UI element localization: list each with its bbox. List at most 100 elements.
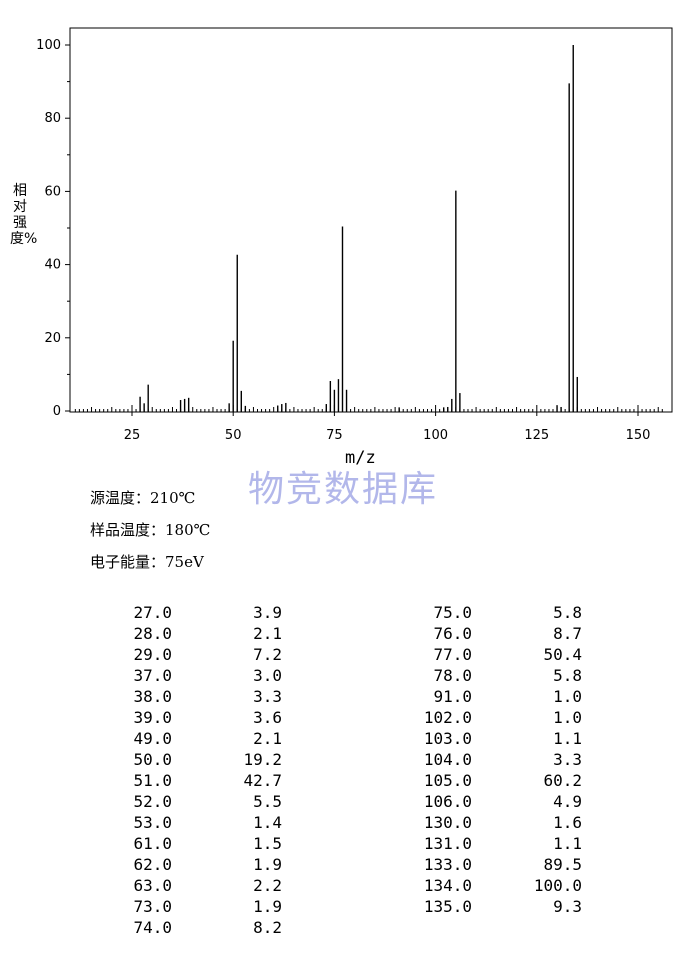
table-row: 38.0 3.3 bbox=[110, 686, 282, 707]
source-temperature: 源温度：210℃ bbox=[90, 489, 196, 507]
table-row: 63.0 2.2 bbox=[110, 875, 282, 896]
intensity-value: 1.0 bbox=[553, 708, 582, 727]
intensity-value: 1.0 bbox=[553, 687, 582, 706]
y-tick-label: 100 bbox=[36, 38, 61, 53]
intensity-value: 4.9 bbox=[553, 792, 582, 811]
table-row: 106.0 4.9 bbox=[395, 791, 582, 812]
table-row: 131.0 1.1 bbox=[395, 833, 582, 854]
table-row: 62.0 1.9 bbox=[110, 854, 282, 875]
mz-value: 104.0 bbox=[423, 750, 472, 769]
mz-value: 39.0 bbox=[133, 708, 172, 727]
intensity-value: 2.1 bbox=[253, 729, 282, 748]
x-tick-label: 100 bbox=[423, 428, 448, 443]
y-tick-label: 80 bbox=[44, 111, 61, 126]
intensity-value: 2.2 bbox=[253, 876, 282, 895]
intensity-value: 3.9 bbox=[253, 603, 282, 622]
y-axis-label: 相对强度% bbox=[10, 183, 38, 247]
x-axis-label: m/z bbox=[345, 448, 376, 468]
table-row: 29.0 7.2 bbox=[110, 644, 282, 665]
intensity-value: 1.9 bbox=[253, 855, 282, 874]
table-row: 61.0 1.5 bbox=[110, 833, 282, 854]
mz-value: 105.0 bbox=[423, 771, 472, 790]
table-row: 102.0 1.0 bbox=[395, 707, 582, 728]
intensity-value: 8.7 bbox=[553, 624, 582, 643]
table-row: 105.0 60.2 bbox=[395, 770, 582, 791]
x-tick-label: 25 bbox=[124, 428, 141, 443]
intensity-value: 3.6 bbox=[253, 708, 282, 727]
mz-value: 28.0 bbox=[133, 624, 172, 643]
intensity-value: 60.2 bbox=[543, 771, 582, 790]
mz-value: 75.0 bbox=[433, 603, 472, 622]
x-tick-label: 125 bbox=[524, 428, 549, 443]
mz-value: 62.0 bbox=[133, 855, 172, 874]
x-axis-ticks: 25 50 75 100 125 150 bbox=[74, 405, 663, 443]
intensity-value: 1.5 bbox=[253, 834, 282, 853]
watermark: 物竞数据库 bbox=[248, 469, 439, 510]
intensity-value: 100.0 bbox=[533, 876, 582, 895]
peak-table-left: 27.0 3.9 28.0 2.1 29.0 7.2 37.0 3.0 38.0 3.3 39.0 3… bbox=[110, 602, 282, 938]
mz-value: 63.0 bbox=[133, 876, 172, 895]
table-row: 133.0 89.5 bbox=[395, 854, 582, 875]
table-row: 50.0 19.2 bbox=[110, 749, 282, 770]
mz-value: 51.0 bbox=[133, 771, 172, 790]
table-row: 75.0 5.8 bbox=[395, 602, 582, 623]
intensity-value: 7.2 bbox=[253, 645, 282, 664]
intensity-value: 8.2 bbox=[253, 918, 282, 937]
table-row: 37.0 3.0 bbox=[110, 665, 282, 686]
mz-value: 103.0 bbox=[423, 729, 472, 748]
mz-value: 106.0 bbox=[423, 792, 472, 811]
mz-value: 37.0 bbox=[133, 666, 172, 685]
mz-value: 74.0 bbox=[133, 918, 172, 937]
mz-value: 133.0 bbox=[423, 855, 472, 874]
mz-value: 77.0 bbox=[433, 645, 472, 664]
sample-temperature: 样品温度：180℃ bbox=[90, 521, 211, 539]
x-tick-label: 75 bbox=[326, 428, 343, 443]
table-row: 130.0 1.6 bbox=[395, 812, 582, 833]
mz-value: 29.0 bbox=[133, 645, 172, 664]
y-axis-ticks: 0 20 40 60 80 100 bbox=[36, 38, 70, 419]
table-row: 78.0 5.8 bbox=[395, 665, 582, 686]
intensity-value: 89.5 bbox=[543, 855, 582, 874]
y-tick-label: 40 bbox=[44, 258, 61, 273]
peak-table-right: 75.0 5.8 76.0 8.7 77.0 50.4 78.0 5.8 91.0 1.0 102.… bbox=[395, 602, 582, 917]
mz-value: 73.0 bbox=[133, 897, 172, 916]
plot-frame bbox=[69, 27, 673, 413]
table-row: 76.0 8.7 bbox=[395, 623, 582, 644]
mass-spectrum-chart: 0 20 40 60 80 100 25 50 75 100 125 150 bbox=[36, 27, 673, 443]
mz-value: 49.0 bbox=[133, 729, 172, 748]
spectrum-peaks bbox=[139, 45, 578, 412]
intensity-value: 9.3 bbox=[553, 897, 582, 916]
intensity-value: 50.4 bbox=[543, 645, 582, 664]
y-tick-label: 20 bbox=[44, 331, 61, 346]
y-tick-label: 0 bbox=[53, 404, 61, 419]
mz-value: 78.0 bbox=[433, 666, 472, 685]
table-row: 53.0 1.4 bbox=[110, 812, 282, 833]
mz-value: 50.0 bbox=[133, 750, 172, 769]
intensity-value: 1.6 bbox=[553, 813, 582, 832]
intensity-value: 42.7 bbox=[243, 771, 282, 790]
mz-value: 53.0 bbox=[133, 813, 172, 832]
intensity-value: 19.2 bbox=[243, 750, 282, 769]
intensity-value: 1.9 bbox=[253, 897, 282, 916]
table-row: 104.0 3.3 bbox=[395, 749, 582, 770]
intensity-value: 5.8 bbox=[553, 666, 582, 685]
table-row: 52.0 5.5 bbox=[110, 791, 282, 812]
intensity-value: 1.4 bbox=[253, 813, 282, 832]
intensity-value: 5.8 bbox=[553, 603, 582, 622]
electron-energy: 电子能量：75eV bbox=[90, 553, 204, 571]
mz-value: 134.0 bbox=[423, 876, 472, 895]
table-row: 51.0 42.7 bbox=[110, 770, 282, 791]
mz-value: 52.0 bbox=[133, 792, 172, 811]
mz-value: 130.0 bbox=[423, 813, 472, 832]
table-row: 28.0 2.1 bbox=[110, 623, 282, 644]
table-row: 103.0 1.1 bbox=[395, 728, 582, 749]
table-row: 77.0 50.4 bbox=[395, 644, 582, 665]
intensity-value: 1.1 bbox=[553, 729, 582, 748]
intensity-value: 2.1 bbox=[253, 624, 282, 643]
intensity-value: 1.1 bbox=[553, 834, 582, 853]
intensity-value: 3.3 bbox=[253, 687, 282, 706]
x-tick-label: 150 bbox=[626, 428, 651, 443]
table-row: 134.0 100.0 bbox=[395, 875, 582, 896]
intensity-value: 3.3 bbox=[553, 750, 582, 769]
table-row: 135.0 9.3 bbox=[395, 896, 582, 917]
